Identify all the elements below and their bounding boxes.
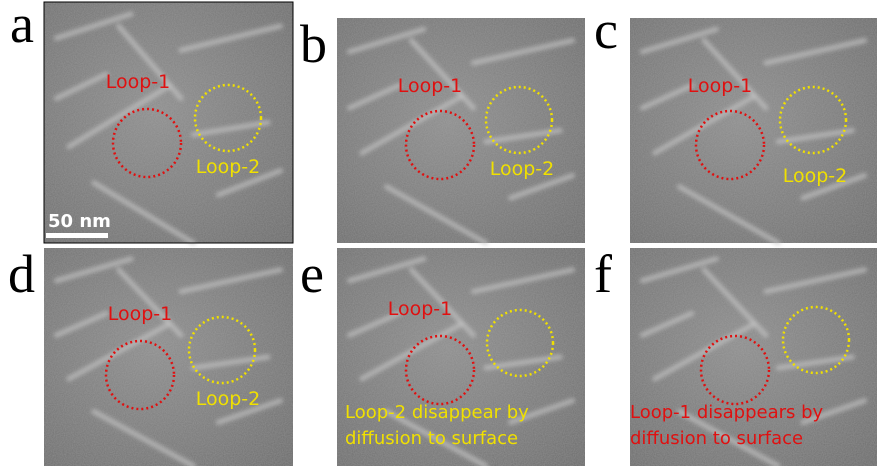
scale-bar [46, 233, 108, 238]
noise [630, 18, 877, 243]
annotation: diffusion to surface [345, 428, 518, 449]
panel-letter: a [10, 0, 34, 54]
panel-letter: f [594, 244, 612, 304]
loop-label: Loop-2 [490, 158, 555, 180]
loop-label: Loop-2 [196, 156, 261, 178]
loop-label: Loop-1 [108, 303, 173, 325]
panel-letter: e [300, 244, 324, 304]
noise [337, 18, 585, 243]
annotation: diffusion to surface [630, 428, 803, 449]
scale-bar-label: 50 nm [48, 211, 111, 232]
page: {"panels": [ {"letter": "a", "loop_label… [0, 0, 877, 466]
loop-label: Loop-2 [196, 388, 261, 410]
figure: a Loop-1 Loop-2 50 nm b Loop-1 Loop-2 c Loop-1 Lo… [0, 0, 877, 466]
panel: f Loop-1 disappears by diffusion to surfac… [594, 244, 877, 466]
annotation: Loop-1 disappears by [630, 402, 824, 423]
loop-label: Loop-1 [398, 75, 463, 97]
loop-label: Loop-2 [783, 165, 848, 187]
panel: c Loop-1 Loop-2 [594, 0, 877, 243]
panel-letter: d [8, 244, 35, 304]
panel: b Loop-1 Loop-2 [300, 14, 585, 243]
noise [44, 2, 293, 243]
panel: e Loop-1 Loop-2 disappear by diffusion to s… [300, 244, 585, 466]
loop-label: Loop-1 [688, 75, 753, 97]
noise [44, 248, 293, 466]
panel: d Loop-1 Loop-2 [8, 244, 293, 466]
panel-letter: c [594, 0, 618, 60]
annotation: Loop-2 disappear by [345, 402, 529, 423]
loop-label: Loop-1 [106, 71, 171, 93]
panel: a Loop-1 Loop-2 50 nm [10, 0, 293, 243]
loop-label: Loop-1 [388, 298, 453, 320]
panel-letter: b [300, 14, 327, 74]
